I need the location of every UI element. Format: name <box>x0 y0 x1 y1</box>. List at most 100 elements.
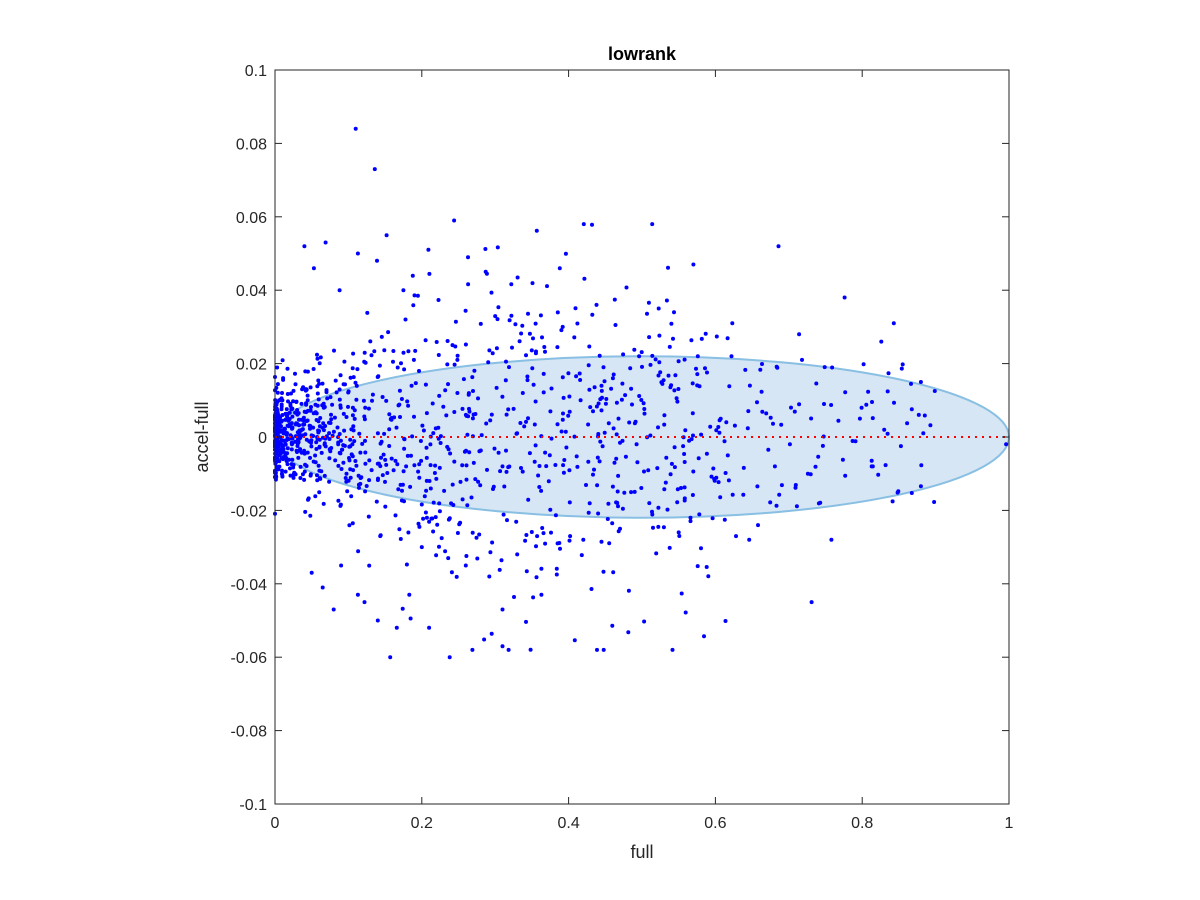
data-point <box>458 479 463 484</box>
data-point <box>614 432 619 437</box>
data-point <box>357 485 361 490</box>
data-point <box>334 390 339 395</box>
data-point <box>540 526 545 530</box>
data-point <box>351 424 356 429</box>
data-point <box>275 365 280 370</box>
data-point <box>302 477 307 482</box>
data-point <box>507 464 512 469</box>
data-point <box>589 587 594 591</box>
data-point <box>548 507 553 512</box>
data-point <box>446 556 451 561</box>
data-point <box>342 359 347 364</box>
data-point <box>559 429 564 434</box>
data-point <box>809 600 814 605</box>
data-point <box>284 407 289 412</box>
data-point <box>850 439 855 443</box>
data-point <box>575 464 580 469</box>
data-point <box>290 406 295 411</box>
data-point <box>549 530 553 535</box>
data-point <box>602 430 607 435</box>
data-point <box>317 437 322 442</box>
data-point <box>306 496 311 501</box>
data-point <box>398 482 403 487</box>
data-point <box>336 440 341 445</box>
data-point <box>883 463 888 468</box>
data-point <box>317 468 322 473</box>
data-point <box>298 447 303 452</box>
data-point <box>515 552 520 557</box>
data-point <box>611 570 616 575</box>
data-point <box>469 495 474 500</box>
data-point <box>316 428 321 433</box>
data-point <box>606 501 611 506</box>
data-point <box>338 373 343 378</box>
data-point <box>465 503 470 508</box>
data-point <box>370 398 374 403</box>
data-point <box>405 453 410 458</box>
data-point <box>277 459 282 464</box>
data-point <box>378 533 383 538</box>
data-point <box>829 403 834 407</box>
data-point <box>816 454 821 459</box>
data-point <box>308 408 313 413</box>
data-point <box>522 424 527 429</box>
data-point <box>725 336 730 341</box>
data-point <box>341 382 346 387</box>
data-point <box>507 365 511 370</box>
data-point <box>381 452 386 457</box>
data-point <box>610 623 615 628</box>
data-point <box>303 462 308 467</box>
data-point <box>511 406 516 411</box>
data-point <box>840 457 845 462</box>
data-point <box>758 367 763 372</box>
data-point <box>829 537 834 542</box>
data-point <box>416 521 421 526</box>
data-point <box>630 402 634 407</box>
data-point <box>328 395 333 400</box>
data-point <box>350 521 355 526</box>
data-point <box>586 510 591 515</box>
data-point <box>562 458 567 462</box>
data-point <box>374 499 379 504</box>
data-point <box>294 421 299 426</box>
data-point <box>378 464 383 469</box>
data-point <box>545 284 549 289</box>
data-point <box>493 314 498 319</box>
data-point <box>376 476 380 481</box>
data-point <box>771 421 775 426</box>
data-point <box>370 392 375 397</box>
data-point <box>690 411 695 416</box>
data-point <box>348 467 353 472</box>
data-point <box>527 451 532 456</box>
data-point <box>605 517 610 521</box>
data-point <box>290 457 295 462</box>
data-point <box>577 371 582 376</box>
data-point <box>581 537 586 542</box>
data-point <box>342 428 347 433</box>
data-point <box>327 437 332 441</box>
data-point <box>320 403 325 408</box>
data-point <box>485 467 489 472</box>
data-point <box>308 424 313 429</box>
data-point <box>730 492 735 497</box>
data-point <box>349 427 354 432</box>
data-point <box>599 383 604 388</box>
data-point <box>402 437 407 442</box>
y-tick-label: -0.1 <box>239 797 267 814</box>
data-point <box>302 422 307 427</box>
data-point <box>300 427 305 432</box>
data-point <box>596 511 601 516</box>
data-point <box>764 411 769 416</box>
x-axis-label: full <box>630 842 653 862</box>
data-point <box>842 295 847 300</box>
data-point <box>616 416 621 421</box>
data-point <box>532 459 537 464</box>
data-point <box>365 310 370 315</box>
data-point <box>560 417 565 422</box>
data-point <box>302 244 307 249</box>
data-point <box>601 647 606 652</box>
data-point <box>534 575 539 580</box>
data-point <box>663 480 668 485</box>
data-point <box>437 501 442 506</box>
data-point <box>466 391 471 396</box>
